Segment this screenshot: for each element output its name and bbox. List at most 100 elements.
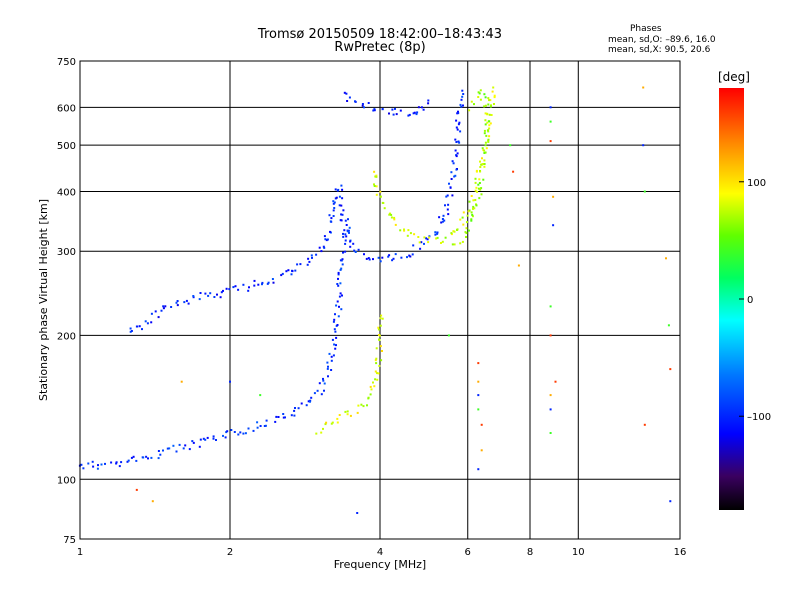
data-point — [392, 257, 395, 260]
data-point — [326, 238, 329, 241]
data-point — [322, 377, 324, 380]
data-point — [480, 449, 483, 452]
data-point — [338, 305, 340, 308]
data-point — [453, 230, 456, 233]
data-point — [311, 256, 313, 259]
data-point — [332, 215, 335, 217]
data-point — [459, 242, 462, 245]
data-point — [447, 203, 450, 206]
data-point — [389, 212, 391, 215]
data-point — [320, 250, 323, 253]
data-point — [479, 98, 482, 101]
data-point — [322, 427, 324, 430]
data-point — [376, 372, 378, 375]
data-point — [375, 175, 378, 178]
data-point — [411, 253, 414, 256]
data-point — [337, 277, 339, 280]
data-point — [334, 347, 337, 350]
y-tick-label: 100 — [57, 475, 76, 486]
data-point — [403, 229, 406, 232]
data-point — [488, 127, 491, 130]
data-point — [483, 105, 486, 108]
data-point — [331, 338, 334, 341]
data-point — [130, 456, 133, 459]
data-point — [490, 104, 492, 107]
data-point — [144, 320, 147, 323]
data-point — [375, 357, 378, 360]
data-point — [459, 103, 462, 106]
data-point — [373, 108, 376, 111]
data-point — [337, 284, 340, 287]
colorbar-tick-label: 100 — [747, 178, 766, 189]
data-point — [453, 243, 456, 246]
data-point — [222, 434, 224, 437]
data-point — [417, 236, 420, 238]
data-point — [444, 236, 447, 239]
data-point — [256, 421, 259, 424]
data-point — [468, 209, 471, 212]
data-point — [264, 424, 267, 427]
data-point — [470, 100, 473, 103]
data-point — [450, 178, 453, 180]
data-point — [394, 223, 397, 226]
data-point — [434, 231, 437, 234]
data-point — [297, 407, 300, 410]
data-point — [296, 263, 299, 266]
data-point — [383, 207, 386, 210]
data-point — [353, 249, 356, 252]
data-point — [375, 193, 378, 196]
data-point — [275, 415, 278, 418]
data-point — [549, 394, 552, 397]
data-point — [375, 362, 378, 365]
plot-frame — [79, 60, 681, 540]
grid-lines — [80, 61, 680, 539]
data-point — [87, 462, 90, 465]
data-point — [379, 190, 382, 193]
data-point — [310, 396, 313, 399]
data-point — [307, 400, 310, 403]
data-point — [352, 242, 355, 245]
data-point — [483, 132, 486, 135]
data-point — [483, 165, 486, 168]
data-point — [487, 140, 490, 143]
data-point — [305, 404, 308, 407]
data-point — [425, 237, 428, 240]
data-point — [374, 370, 377, 373]
data-point — [486, 121, 489, 124]
data-point — [434, 233, 437, 236]
data-point — [202, 437, 205, 440]
data-point — [403, 228, 405, 231]
data-point — [372, 258, 374, 261]
data-point — [146, 322, 149, 325]
data-point — [344, 242, 347, 245]
data-point — [336, 417, 339, 420]
data-point — [344, 250, 347, 253]
data-point — [372, 109, 375, 112]
data-point — [477, 91, 480, 94]
data-point — [204, 292, 207, 295]
data-point — [464, 231, 467, 234]
data-point — [222, 289, 224, 292]
data-point — [315, 253, 318, 256]
data-point — [215, 439, 217, 441]
data-point — [374, 359, 377, 362]
data-point — [220, 291, 223, 294]
data-point — [381, 108, 384, 111]
data-point — [356, 411, 359, 414]
data-point — [458, 121, 461, 124]
data-point — [481, 157, 483, 160]
data-point — [293, 414, 296, 417]
data-point — [281, 272, 284, 275]
data-point — [180, 380, 183, 383]
data-point — [375, 174, 378, 177]
data-point — [467, 229, 470, 232]
data-point — [348, 231, 350, 234]
data-point — [224, 436, 227, 439]
data-point — [552, 195, 555, 198]
data-point — [454, 138, 457, 141]
data-point — [470, 218, 473, 221]
data-point — [176, 304, 179, 307]
data-point — [340, 213, 343, 216]
echo-points — [78, 86, 672, 514]
